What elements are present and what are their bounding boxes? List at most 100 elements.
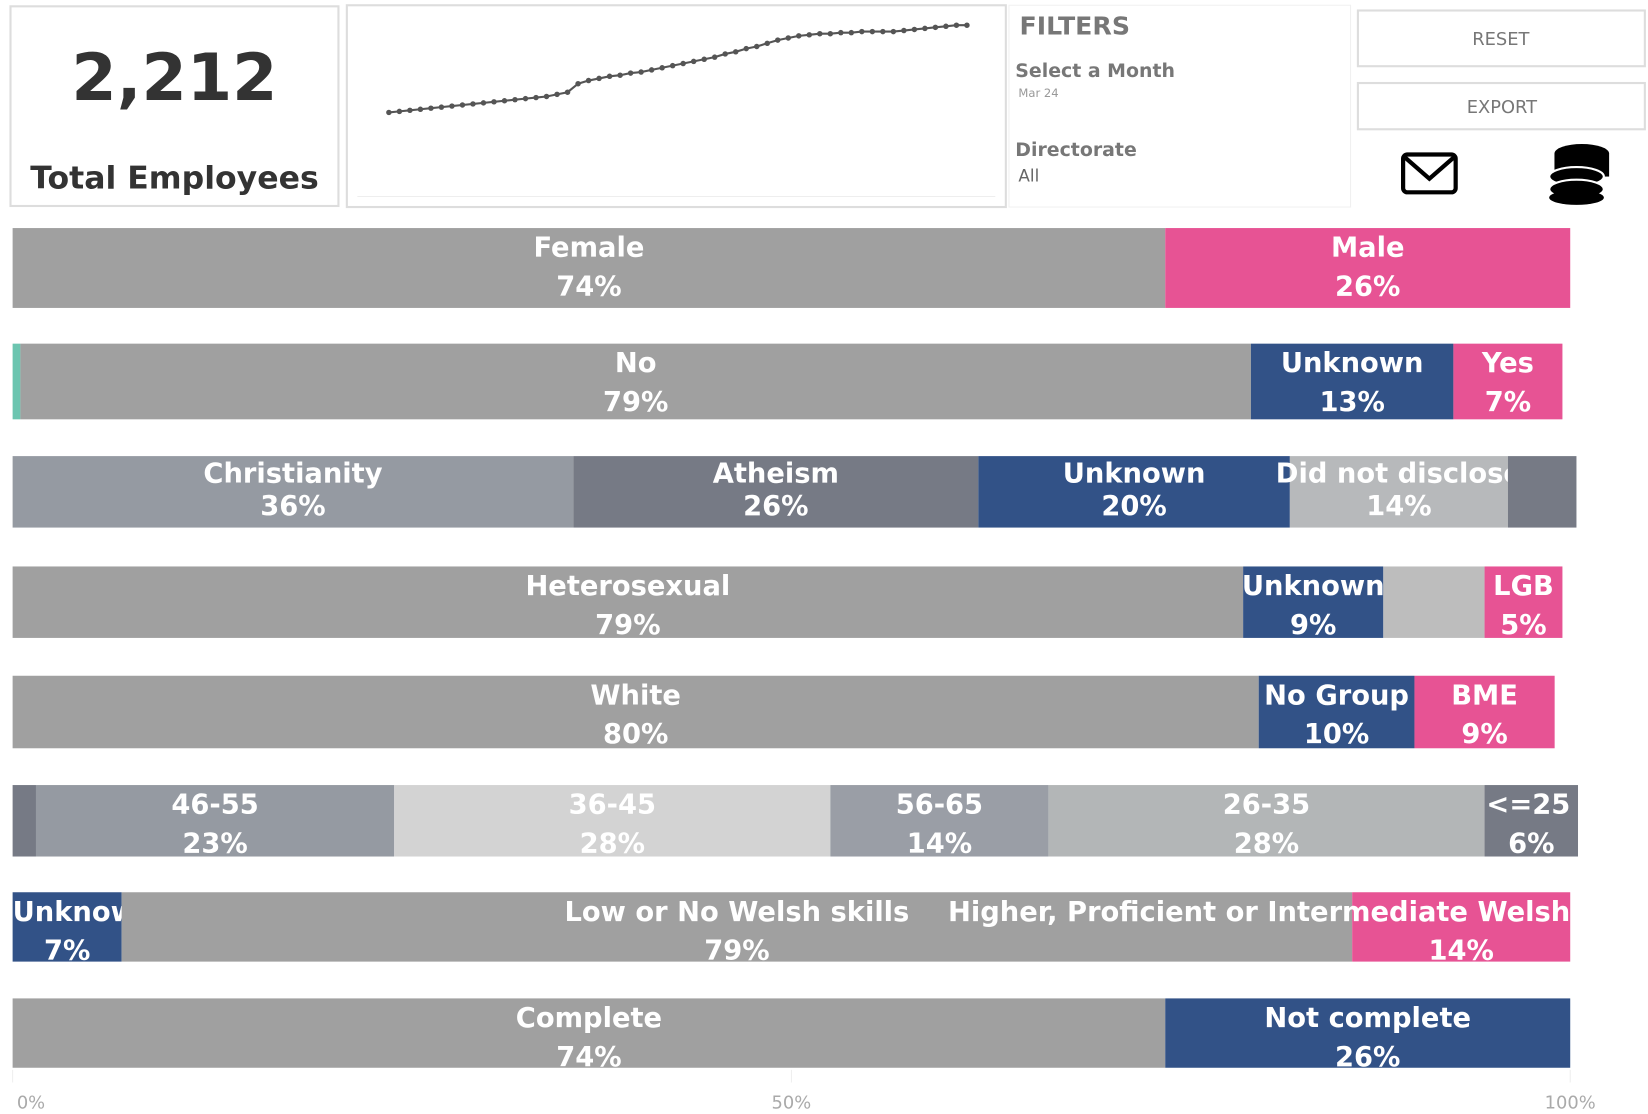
coin[interactable] xyxy=(1549,190,1604,205)
bar-segment xyxy=(1258,675,1415,749)
sparkline-point xyxy=(838,29,844,36)
segment-name: Christianity xyxy=(203,459,382,490)
sparkline-point xyxy=(470,101,476,107)
segment-value-label: 28% xyxy=(1234,828,1299,859)
segment-name: 56-65 xyxy=(896,790,983,821)
export-button[interactable] xyxy=(1356,81,1646,131)
month-label: Select a Month xyxy=(1015,60,1175,82)
kpi-label: Total Employees xyxy=(30,161,319,197)
sparkline-point xyxy=(554,91,560,98)
bar-segment xyxy=(20,343,1251,420)
sparkline-point xyxy=(428,105,434,111)
segment-value-label: 14% xyxy=(907,828,972,859)
sparkline-point xyxy=(775,37,781,43)
sparkline-point xyxy=(859,28,865,35)
sparkline-point xyxy=(953,22,960,28)
export-text[interactable]: EXPORT xyxy=(1467,97,1537,118)
segment-name: Atheism xyxy=(713,459,839,490)
bar-segment xyxy=(12,675,1259,749)
bar-segment xyxy=(12,785,36,857)
bar-segment xyxy=(1484,785,1579,857)
sparkline-point xyxy=(785,35,791,41)
sparkline-point xyxy=(796,33,802,39)
bar-segment xyxy=(12,892,122,962)
reset-button[interactable] xyxy=(1356,9,1646,68)
segment-name: BME xyxy=(1451,680,1518,711)
sparkline-point xyxy=(617,72,623,78)
bar-segment xyxy=(12,343,21,420)
month-value[interactable]: Mar 24 xyxy=(1018,86,1058,100)
bar-segment xyxy=(394,785,831,857)
filters-panel xyxy=(1008,4,1352,208)
sparkline-point xyxy=(459,102,466,108)
bar-segment xyxy=(1165,228,1571,308)
sparkline-point xyxy=(911,26,918,33)
bar-segment xyxy=(1250,343,1454,420)
sparkline-point xyxy=(964,22,970,28)
sparkline-point xyxy=(638,69,644,75)
sparkline-point xyxy=(711,54,718,60)
filters-title: FILTERS xyxy=(1019,11,1130,40)
segment-value-label: 74% xyxy=(556,1042,621,1073)
segment-value-label: 28% xyxy=(580,828,645,859)
sparkline-point xyxy=(680,60,686,67)
sparkline-point xyxy=(480,100,487,106)
bar-segment xyxy=(1352,892,1571,962)
segment-name: No xyxy=(615,348,657,379)
reset-text[interactable]: RESET xyxy=(1472,29,1529,50)
bar-segment xyxy=(1383,566,1485,638)
sparkline-point xyxy=(417,106,424,112)
sparkline-point xyxy=(648,67,655,73)
bar-segment xyxy=(12,228,1166,308)
segment-name: Unknown xyxy=(1281,348,1424,379)
bar-segment xyxy=(1289,456,1508,528)
segment-value-label: 79% xyxy=(704,936,769,967)
sparkline-point xyxy=(690,58,697,65)
email-icon[interactable] xyxy=(1401,152,1458,195)
sparkline-point xyxy=(806,32,813,38)
sparkline-point xyxy=(722,51,728,57)
segment-name: Not complete xyxy=(1264,1003,1471,1034)
sparkline-point xyxy=(869,28,876,35)
directorate-label: Directorate xyxy=(1015,139,1137,161)
x-tick-label: 0% xyxy=(17,1092,45,1113)
segment-name: Male xyxy=(1331,233,1405,264)
segment-value-label: 80% xyxy=(603,719,668,750)
bar-segment xyxy=(12,566,1244,638)
segment-name: No Group xyxy=(1264,680,1409,711)
segment-name: White xyxy=(590,680,681,711)
envelope[interactable] xyxy=(1401,152,1458,195)
segment-value-label: 36% xyxy=(260,491,325,522)
sparkline-point xyxy=(817,31,823,37)
segment-value-label: 13% xyxy=(1319,387,1384,418)
sparkline-point xyxy=(754,43,760,50)
segment-value-label: 5% xyxy=(1500,610,1546,641)
sparkline-point xyxy=(491,99,497,105)
sparkline-point xyxy=(764,40,770,47)
sparkline-point xyxy=(943,23,949,30)
sparkline-point xyxy=(901,27,907,34)
segment-value-label: 9% xyxy=(1461,719,1507,750)
sparkline-point xyxy=(669,62,676,69)
segment-value-label: 79% xyxy=(603,387,668,418)
sparkline-point xyxy=(438,104,445,110)
sparkline-point xyxy=(659,65,665,71)
bar-segment xyxy=(35,785,395,857)
segment-value-label: 74% xyxy=(556,271,621,302)
sparkline-point xyxy=(585,77,592,84)
directorate-value[interactable]: All xyxy=(1018,166,1039,186)
segment-name: Female xyxy=(533,233,644,264)
x-tick-label: 50% xyxy=(772,1092,812,1113)
sparkline-point xyxy=(848,29,855,36)
bar-segment xyxy=(1484,566,1563,638)
segment-value-label: 7% xyxy=(44,936,90,967)
segment-value-label: 20% xyxy=(1101,491,1166,522)
sparkline-point xyxy=(922,25,928,32)
envelope-flap[interactable] xyxy=(1403,156,1455,182)
segment-value-label: 26% xyxy=(1335,1042,1400,1073)
sparkline-point xyxy=(449,103,455,109)
segment-name: Unknown xyxy=(1242,571,1385,602)
coins-icon[interactable] xyxy=(1548,143,1610,205)
bar-segment xyxy=(121,892,1353,962)
